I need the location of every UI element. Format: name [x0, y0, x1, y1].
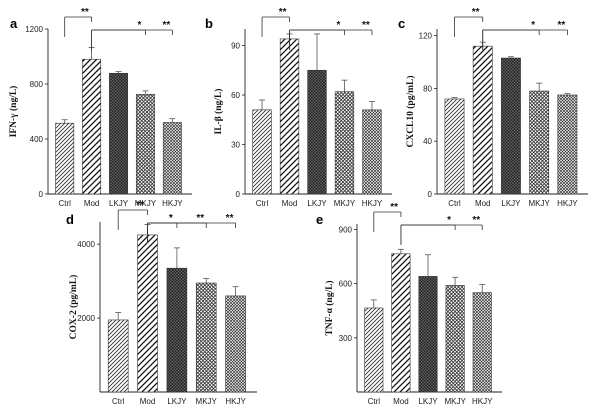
significance-label: ** [136, 200, 144, 211]
significance-label: ** [557, 20, 565, 31]
x-tick-label: MKJY [196, 397, 218, 406]
bar-mod [391, 253, 411, 393]
y-tick-label: 900 [339, 225, 353, 234]
bar-hkjy [225, 295, 246, 393]
y-tick-label: 60 [231, 91, 240, 100]
x-tick-label: HKJY [225, 397, 246, 406]
y-tick-label: 1200 [25, 25, 43, 34]
y-axis-label: IFN-γ (ng/L) [8, 86, 19, 138]
bar-mkjy [445, 285, 465, 393]
x-tick-label: Ctrl [256, 199, 269, 208]
x-tick-label: LKJY [109, 199, 129, 208]
x-tick-label: LKJY [307, 199, 327, 208]
x-tick-label: Ctrl [448, 199, 461, 208]
bar-lkjy [501, 57, 521, 195]
x-tick-label: Ctrl [368, 397, 381, 406]
bar-mod [472, 45, 493, 195]
bar-ctrl [107, 319, 129, 393]
y-axis-label: IL-β (ng/L) [213, 89, 224, 135]
y-tick-label: 400 [30, 135, 44, 144]
bar-ctrl [55, 122, 75, 195]
y-axis-label: TNF-α (ng/L) [324, 280, 335, 335]
x-tick-label: Mod [84, 199, 100, 208]
bar-mkjy [529, 90, 550, 195]
y-tick-label: 800 [30, 80, 44, 89]
y-tick-label: 90 [231, 42, 240, 51]
bar-lkjy [109, 72, 128, 195]
x-tick-label: Ctrl [58, 199, 71, 208]
significance-label: ** [81, 7, 89, 18]
y-tick-label: 0 [428, 190, 433, 199]
y-tick-label: 120 [419, 32, 433, 41]
x-tick-label: MKJY [334, 199, 356, 208]
panel-letter: a [10, 16, 18, 31]
bar-hkjy [362, 109, 382, 195]
bar-mkjy [135, 94, 155, 195]
significance-label: ** [472, 215, 480, 226]
bar-lkjy [307, 69, 327, 195]
bar-mkjy [195, 282, 217, 393]
significance-label: ** [362, 20, 370, 31]
y-tick-label: 600 [339, 280, 353, 289]
bar-ctrl [364, 307, 384, 393]
x-tick-label: LKJY [418, 397, 438, 406]
significance-label: * [337, 20, 341, 31]
bar-lkjy [166, 267, 188, 393]
x-tick-label: HKJY [362, 199, 383, 208]
bar-mod [137, 234, 158, 393]
y-tick-label: 4000 [77, 240, 95, 249]
significance-label: ** [196, 213, 204, 224]
bar-hkjy [472, 292, 492, 393]
significance-label: ** [162, 20, 170, 31]
significance-label: ** [472, 7, 480, 18]
x-tick-label: HKJY [162, 199, 183, 208]
x-tick-label: Mod [282, 199, 298, 208]
y-tick-label: 40 [423, 137, 432, 146]
y-axis-label: CXCL10 (pg/mL) [405, 75, 416, 147]
x-tick-label: HKJY [557, 199, 578, 208]
significance-label: ** [226, 213, 234, 224]
y-tick-label: 30 [231, 141, 240, 150]
significance-label: ** [279, 7, 287, 18]
x-tick-label: HKJY [472, 397, 493, 406]
bar-hkjy [162, 122, 182, 195]
y-tick-label: 0 [236, 190, 241, 199]
x-tick-label: MKJY [135, 199, 157, 208]
bar-ctrl [444, 98, 465, 195]
y-tick-label: 80 [423, 84, 432, 93]
y-tick-label: 0 [39, 190, 44, 199]
bar-hkjy [557, 94, 578, 195]
y-tick-label: 2000 [77, 314, 95, 323]
y-axis-label: COX-2 (pg/mL) [68, 275, 79, 340]
x-tick-label: Mod [140, 397, 156, 406]
bar-mod [82, 58, 102, 195]
x-tick-label: Ctrl [112, 397, 125, 406]
bar-lkjy [418, 276, 438, 393]
bar-ctrl [252, 109, 272, 195]
x-tick-label: LKJY [167, 397, 187, 406]
significance-label: * [531, 20, 535, 31]
significance-label: * [169, 213, 173, 224]
x-tick-label: Mod [475, 199, 491, 208]
significance-label: ** [390, 202, 398, 213]
x-tick-label: Mod [393, 397, 409, 406]
panel-letter: e [316, 212, 323, 227]
bar-mod [279, 38, 300, 195]
significance-label: * [137, 20, 141, 31]
x-tick-label: MKJY [529, 199, 551, 208]
x-tick-label: MKJY [444, 397, 466, 406]
x-tick-label: LKJY [501, 199, 521, 208]
panel-letter: b [205, 16, 213, 31]
panel-letter: c [398, 16, 405, 31]
significance-label: * [447, 215, 451, 226]
panel-letter: d [66, 212, 74, 227]
bar-mkjy [334, 91, 355, 195]
y-tick-label: 300 [339, 334, 353, 343]
